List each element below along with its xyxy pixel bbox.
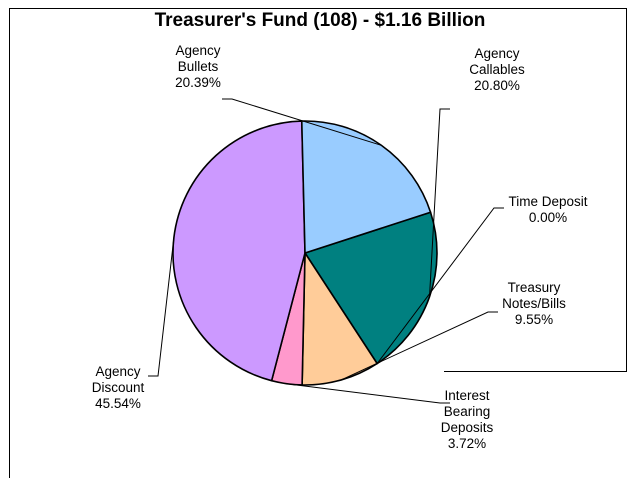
label-line-agency-discount: 45.54%	[95, 396, 141, 411]
label-agency-discount: Agency Discount 45.54%	[92, 364, 145, 411]
slice-agency-callables	[304, 211, 438, 365]
label-line-agency-bullets: Agency	[175, 43, 220, 58]
leader-lines	[148, 98, 504, 404]
label-line-agency-bullets: 20.39%	[175, 75, 221, 90]
label-line-agency-bullets: Bullets	[178, 59, 219, 74]
label-line-treasury-notes-bills: Treasury	[508, 280, 561, 295]
label-agency-bullets: Agency Bullets 20.39%	[175, 43, 221, 90]
label-line-interest-bearing-deposits: 3.72%	[448, 436, 486, 451]
slice-agency-discount	[172, 120, 306, 382]
leader-treasury-notes-bills	[340, 311, 498, 381]
label-treasury-notes-bills: Treasury Notes/Bills 9.55%	[502, 280, 566, 327]
label-line-interest-bearing-deposits: Deposits	[441, 420, 494, 435]
label-line-interest-bearing-deposits: Bearing	[444, 404, 491, 419]
label-line-agency-callables: 20.80%	[474, 78, 520, 93]
label-line-treasury-notes-bills: Notes/Bills	[502, 296, 566, 311]
label-interest-bearing-deposits: Interest Bearing Deposits 3.72%	[441, 388, 494, 451]
label-line-agency-callables: Callables	[469, 62, 525, 77]
label-time-deposit: Time Deposit 0.00%	[508, 194, 587, 225]
leader-interest-bearing-deposits	[286, 383, 450, 404]
label-line-interest-bearing-deposits: Interest	[444, 388, 489, 403]
label-line-time-deposit: Time Deposit	[508, 194, 587, 209]
label-line-time-deposit: 0.00%	[529, 210, 567, 225]
label-line-agency-discount: Discount	[92, 380, 145, 395]
slice-labels: Agency Callables 20.80%Time Deposit 0.00%Tr…	[92, 43, 588, 451]
leader-time-deposit	[376, 207, 504, 364]
leader-agency-bullets	[222, 98, 382, 146]
pie-slices	[172, 120, 438, 386]
label-line-agency-callables: Agency	[474, 46, 519, 61]
leader-agency-callables	[429, 108, 450, 297]
leader-agency-discount	[148, 237, 175, 377]
label-line-treasury-notes-bills: 9.55%	[515, 312, 553, 327]
label-agency-callables: Agency Callables 20.80%	[469, 46, 525, 93]
chart-title: Treasurer's Fund (108) - $1.16 Billion	[155, 10, 486, 31]
label-line-agency-discount: Agency	[95, 364, 140, 379]
